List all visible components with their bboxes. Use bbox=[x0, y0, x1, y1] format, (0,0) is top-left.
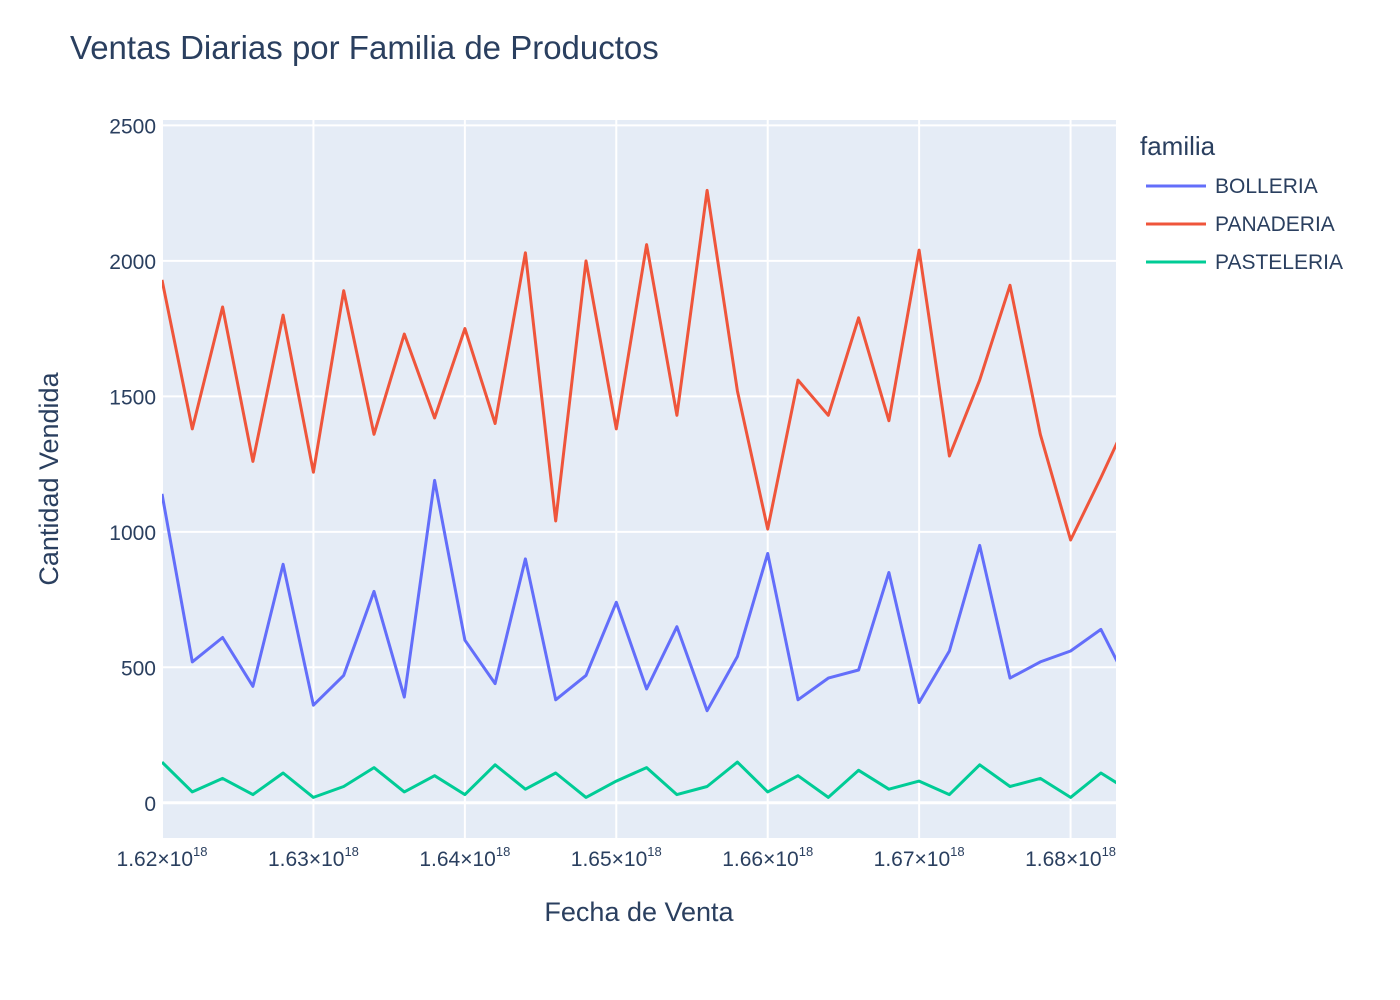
y-tick-label: 1500 bbox=[109, 386, 156, 409]
x-tick-times: ×10 bbox=[612, 848, 648, 871]
y-tick-label: 2500 bbox=[109, 115, 156, 138]
x-tick-times: ×10 bbox=[309, 848, 345, 871]
y-tick-label: 1000 bbox=[109, 522, 156, 545]
x-tick-label: 1.65×1018 bbox=[571, 844, 662, 871]
x-tick-exponent: 18 bbox=[799, 844, 813, 859]
x-tick-label: 1.63×1018 bbox=[268, 844, 359, 871]
x-tick-exponent: 18 bbox=[496, 844, 510, 859]
y-tick-label: 2000 bbox=[109, 251, 156, 274]
x-tick-label: 1.62×1018 bbox=[117, 844, 208, 871]
x-tick-exponent: 18 bbox=[344, 844, 358, 859]
legend-item-bolleria[interactable]: BOLLERIA bbox=[1146, 175, 1318, 198]
x-axis-title: Fecha de Venta bbox=[544, 897, 734, 927]
x-tick-label: 1.66×1018 bbox=[722, 844, 813, 871]
legend-label: BOLLERIA bbox=[1215, 175, 1318, 198]
x-tick-mantissa: 1.67 bbox=[874, 848, 915, 871]
x-tick-exponent: 18 bbox=[193, 844, 207, 859]
y-axis-title: Cantidad Vendida bbox=[34, 371, 64, 585]
legend-label: PASTELERIA bbox=[1215, 251, 1343, 274]
x-tick-times: ×10 bbox=[915, 848, 951, 871]
x-tick-times: ×10 bbox=[157, 848, 193, 871]
x-tick-times: ×10 bbox=[1066, 848, 1102, 871]
plot-area bbox=[162, 120, 1116, 838]
x-tick-exponent: 18 bbox=[1102, 844, 1116, 859]
x-tick-exponent: 18 bbox=[647, 844, 661, 859]
x-tick-mantissa: 1.66 bbox=[722, 848, 763, 871]
x-tick-exponent: 18 bbox=[950, 844, 964, 859]
legend-item-pasteleria[interactable]: PASTELERIA bbox=[1146, 251, 1343, 274]
legend-items: BOLLERIA PANADERIA PASTELERIA bbox=[1146, 175, 1343, 274]
x-axis-ticks: 1.62×1018 1.63×1018 1.64×1018 1.65×1018 1.66… bbox=[117, 844, 1117, 871]
legend-title: familia bbox=[1140, 131, 1216, 161]
x-tick-mantissa: 1.63 bbox=[268, 848, 309, 871]
legend-label: PANADERIA bbox=[1215, 213, 1335, 236]
y-tick-label: 0 bbox=[144, 793, 156, 816]
x-tick-label: 1.68×1018 bbox=[1025, 844, 1116, 871]
x-tick-mantissa: 1.64 bbox=[419, 848, 460, 871]
x-tick-mantissa: 1.68 bbox=[1025, 848, 1066, 871]
x-tick-mantissa: 1.65 bbox=[571, 848, 612, 871]
chart-title: Ventas Diarias por Familia de Productos bbox=[70, 29, 659, 66]
legend-item-panaderia[interactable]: PANADERIA bbox=[1146, 213, 1335, 236]
y-tick-label: 500 bbox=[121, 657, 156, 680]
x-tick-label: 1.67×1018 bbox=[874, 844, 965, 871]
x-tick-times: ×10 bbox=[763, 848, 799, 871]
legend: familia BOLLERIA PANADERIA PASTELERIA bbox=[1140, 131, 1343, 274]
x-tick-label: 1.64×1018 bbox=[419, 844, 510, 871]
x-tick-mantissa: 1.62 bbox=[117, 848, 158, 871]
y-axis-ticks: 0 500 1000 1500 2000 2500 bbox=[109, 115, 156, 815]
grid-lines bbox=[161, 120, 1116, 838]
x-tick-times: ×10 bbox=[460, 848, 496, 871]
